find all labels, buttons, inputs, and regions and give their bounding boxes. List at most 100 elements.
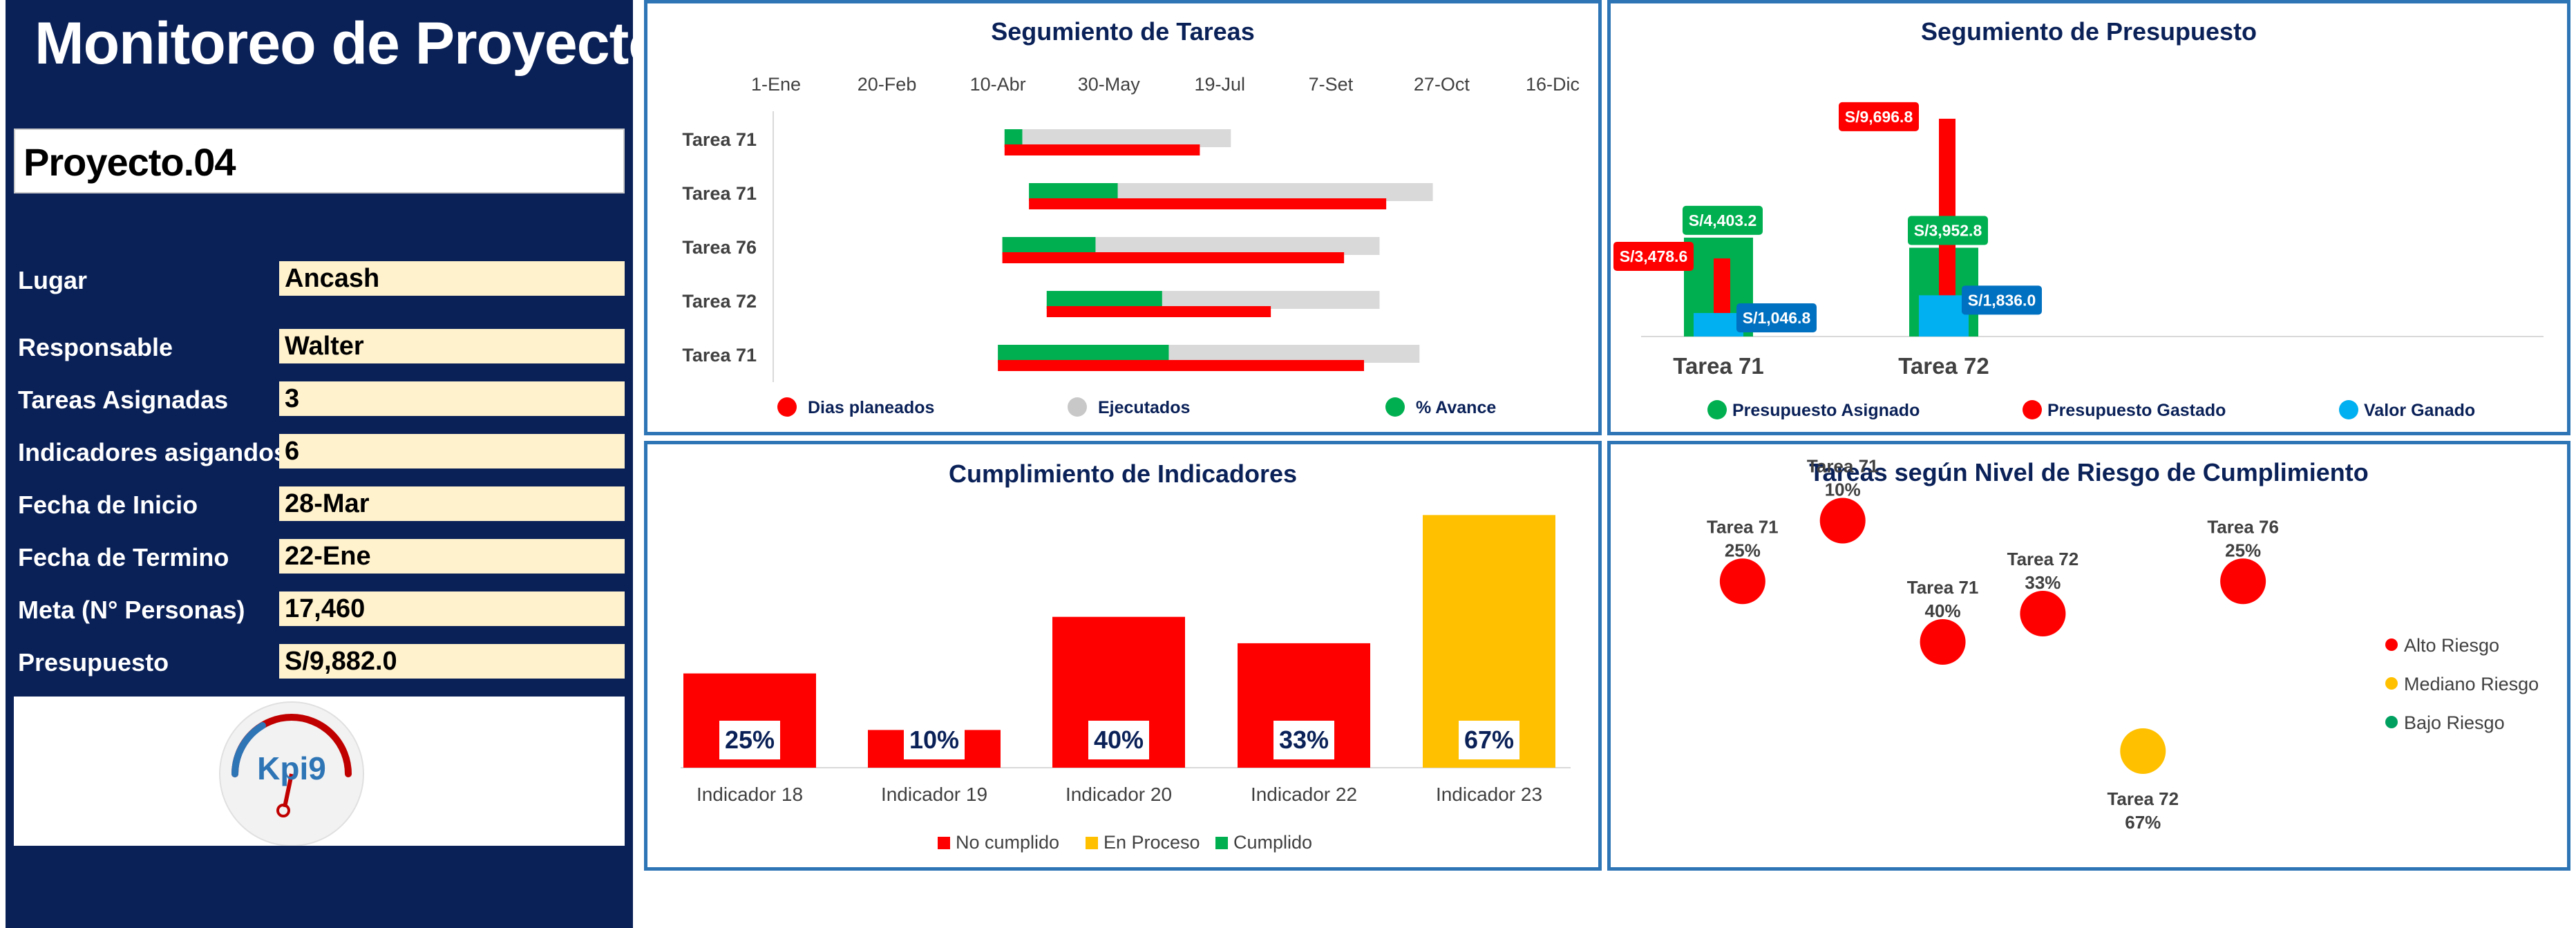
gantt-task-label: Tarea 71 <box>682 183 757 204</box>
gantt-legend-dot <box>777 397 797 417</box>
budget-legend-dot <box>1707 400 1727 419</box>
budget-data-label-bg <box>1962 285 2042 315</box>
indicators-title: Cumplimiento de Indicadores <box>948 460 1298 488</box>
indicator-value-bg <box>904 721 965 759</box>
indicator-category-label: Indicador 23 <box>1436 784 1542 805</box>
risk-point-task: Tarea 76 <box>2207 516 2279 537</box>
indicator-value-label: 33% <box>1279 726 1329 754</box>
field-value-responsable[interactable]: Walter <box>279 329 625 363</box>
gantt-legend-label: Ejecutados <box>1098 398 1190 417</box>
indicators-legend-swatch <box>1086 837 1098 849</box>
field-value-tareas[interactable]: 3 <box>279 381 625 416</box>
risk-legend-dot <box>2385 677 2398 690</box>
field-value-indicadores[interactable]: 6 <box>279 434 625 468</box>
sidebar: Monitoreo de Proyecto Proyecto.04 Lugar … <box>6 0 665 928</box>
budget-legend-dot <box>2339 400 2358 419</box>
indicator-value-bg <box>719 721 780 759</box>
risk-point <box>1819 498 1866 544</box>
risk-point-pct: 67% <box>2125 812 2161 833</box>
gantt-legend-label: Dias planeados <box>808 398 934 417</box>
field-value-lugar[interactable]: Ancash <box>279 261 625 296</box>
risk-point-pct: 25% <box>2225 540 2261 560</box>
indicator-category-label: Indicador 22 <box>1251 784 1357 805</box>
budget-legend-label: Valor Ganado <box>2364 401 2475 420</box>
gantt-x-tick: 19-Jul <box>1195 74 1246 95</box>
gantt-legend-dot <box>1385 397 1405 417</box>
risk-panel: Tareas según Nivel de Riesgo de Cumplimi… <box>1607 441 2570 871</box>
budget-legend-label: Presupuesto Asignado <box>1732 401 1920 420</box>
risk-point <box>2120 728 2166 774</box>
indicator-category-label: Indicador 18 <box>697 784 803 805</box>
risk-point-task: Tarea 72 <box>2107 788 2179 809</box>
risk-point <box>1719 558 1765 605</box>
gantt-task-label: Tarea 71 <box>682 345 757 366</box>
gantt-x-tick: 7-Set <box>1309 74 1354 95</box>
field-label-presupuesto: Presupuesto <box>18 648 169 676</box>
gantt-title: Segumiento de Tareas <box>991 17 1255 46</box>
gantt-bar-avance <box>1029 183 1118 201</box>
project-name-box[interactable]: Proyecto.04 <box>14 129 625 193</box>
budget-bar-valor <box>1919 295 1969 337</box>
risk-point <box>2220 558 2266 605</box>
budget-title: Segumiento de Presupuesto <box>1920 17 2257 46</box>
logo-text: Kpi9 <box>257 750 326 786</box>
risk-title: Tareas según Nivel de Riesgo de Cumplimi… <box>1809 458 2369 486</box>
indicator-category-label: Indicador 19 <box>881 784 987 805</box>
risk-point-task: Tarea 72 <box>2007 549 2079 569</box>
app-title: Monitoreo de Proyecto <box>35 10 665 77</box>
risk-legend-dot <box>2385 716 2398 728</box>
risk-legend-dot <box>2385 638 2398 651</box>
logo-box: Kpi9 <box>14 697 625 846</box>
budget-data-label-bg <box>1613 241 1694 271</box>
field-label-tareas: Tareas Asignadas <box>18 386 229 414</box>
budget-data-label: S/4,403.2 <box>1689 211 1756 229</box>
risk-point-task: Tarea 71 <box>1807 456 1879 477</box>
indicator-value-label: 25% <box>725 726 775 754</box>
indicator-value-bg <box>1088 721 1149 759</box>
budget-chart: Tarea 71 S/4,403.2S/3,478.6 S/1,046.8 Tarea… <box>1613 102 2544 420</box>
risk-legend-label: Alto Riesgo <box>2404 635 2499 656</box>
gantt-bar-planeados <box>1046 306 1271 317</box>
budget-data-label-bg <box>1908 216 1988 245</box>
budget-data-label-bg <box>1683 205 1763 235</box>
gantt-bar-avance <box>1046 291 1162 309</box>
gantt-task-label: Tarea 76 <box>682 237 757 258</box>
indicator-value-label: 67% <box>1464 726 1514 754</box>
budget-legend-dot <box>2023 400 2042 419</box>
indicators-chart: 25% Indicador 18 10% Indicador 19 40% Indicad… <box>681 515 1571 853</box>
gantt-bar-planeados <box>1029 198 1387 209</box>
gantt-x-tick: 1-Ene <box>751 74 801 95</box>
field-value-fecha-termino[interactable]: 22-Ene <box>279 539 625 574</box>
indicator-value-label: 40% <box>1094 726 1144 754</box>
gantt-bar-avance <box>1004 129 1023 147</box>
gantt-bar-avance <box>998 345 1169 363</box>
risk-point-pct: 40% <box>1925 600 1961 621</box>
budget-data-label-bg <box>1839 102 1919 131</box>
budget-data-label: S/1,046.8 <box>1743 309 1811 327</box>
gantt-bar-planeados <box>1004 144 1200 155</box>
gantt-x-tick: 16-Dic <box>1526 74 1580 95</box>
gantt-legend-dot <box>1068 397 1087 417</box>
indicators-legend-label: Cumplido <box>1233 832 1312 853</box>
budget-data-label: S/9,696.8 <box>1845 108 1913 126</box>
kpi9-logo: Kpi9 <box>219 701 364 846</box>
indicators-legend-label: No cumplido <box>956 832 1059 853</box>
gantt-task-label: Tarea 72 <box>682 291 757 312</box>
budget-data-label: S/3,952.8 <box>1914 222 1982 240</box>
budget-data-label: S/3,478.6 <box>1620 247 1687 265</box>
budget-category-label: Tarea 71 <box>1673 353 1763 379</box>
field-value-presupuesto[interactable]: S/9,882.0 <box>279 644 625 679</box>
gantt-x-tick: 30-May <box>1078 74 1141 95</box>
gantt-chart: 1-Ene 20-Feb 10-Abr 30-May 19-Jul 7-Set 27-Oct… <box>682 74 1580 417</box>
field-value-meta[interactable]: 17,460 <box>279 591 625 626</box>
budget-bar-valor <box>1694 312 1743 337</box>
risk-point-pct: 25% <box>1725 540 1761 560</box>
gantt-legend-label: % Avance <box>1416 398 1496 417</box>
indicators-legend-label: En Proceso <box>1104 832 1200 853</box>
project-name: Proyecto.04 <box>23 140 236 184</box>
indicator-value-label: 10% <box>909 726 959 754</box>
budget-data-label-bg <box>1736 303 1817 332</box>
field-value-fecha-inicio[interactable]: 28-Mar <box>279 486 625 521</box>
field-label-responsable: Responsable <box>18 333 173 361</box>
